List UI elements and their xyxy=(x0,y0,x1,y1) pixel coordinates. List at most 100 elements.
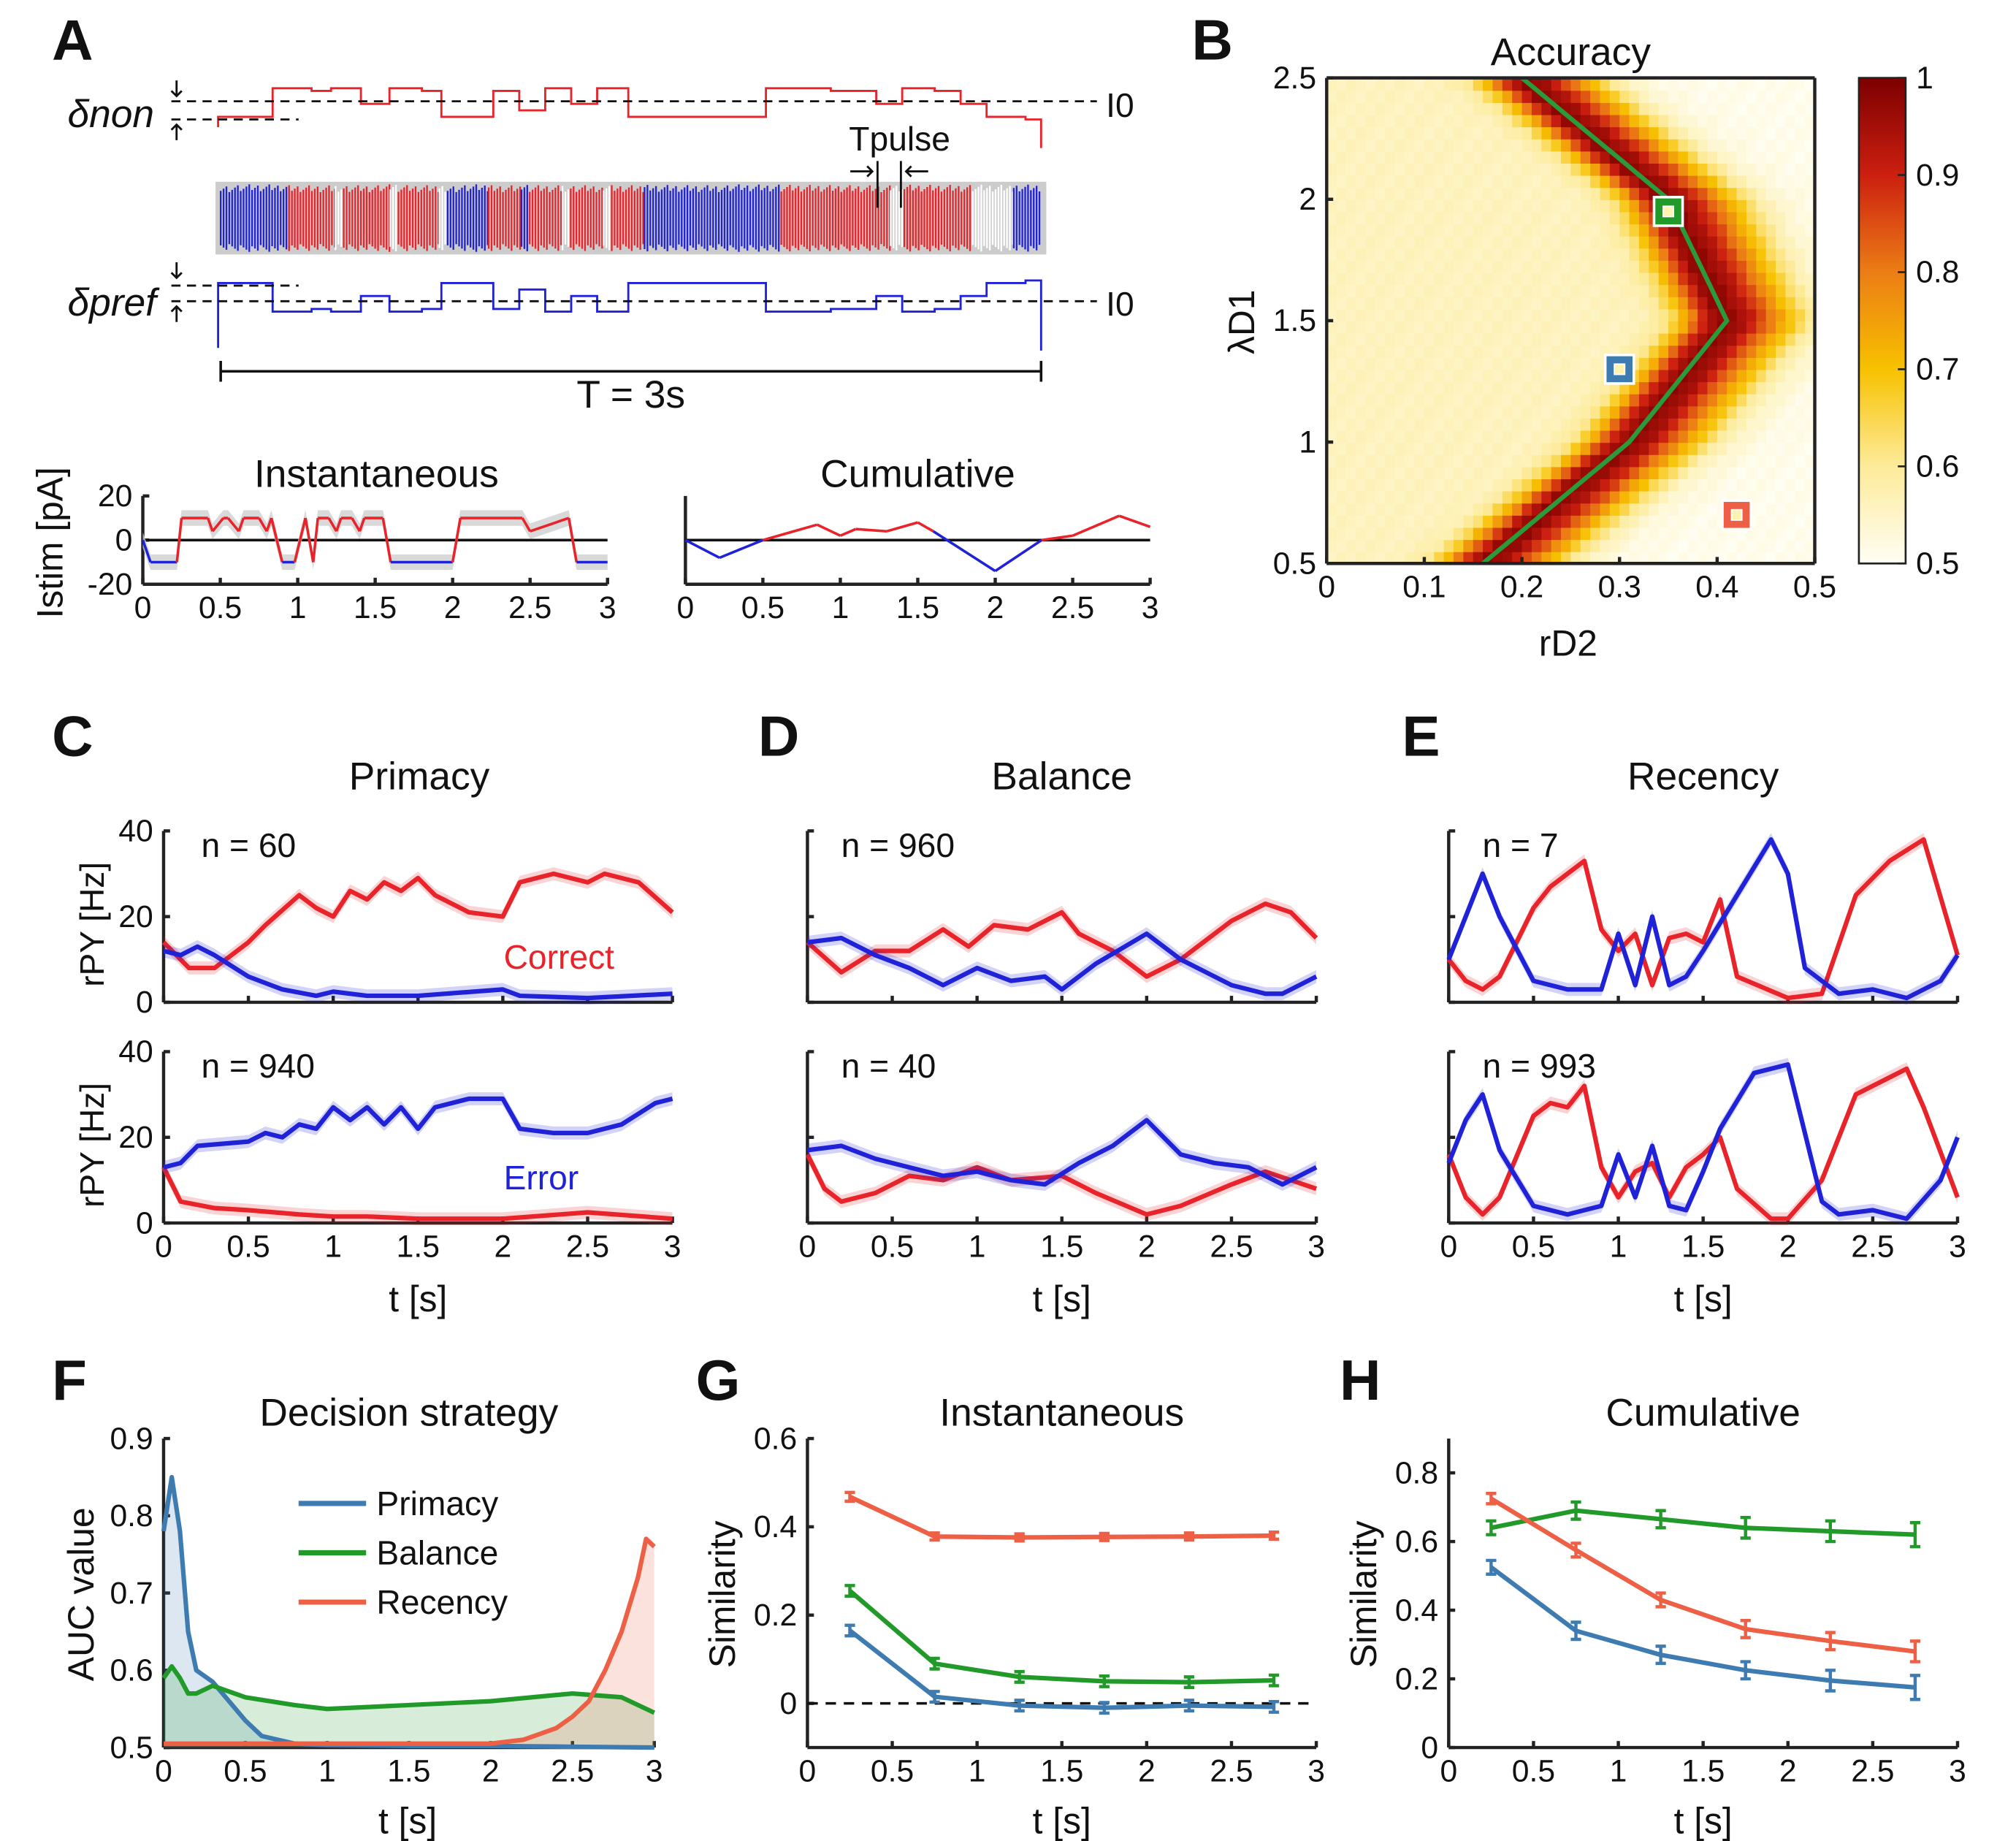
heatmap-cell xyxy=(1717,114,1728,128)
heatmap-cell xyxy=(1590,114,1601,128)
heatmap-cell xyxy=(1326,357,1337,370)
heatmap-cell xyxy=(1405,503,1416,516)
heatmap-cell xyxy=(1765,259,1777,273)
heatmap-cell xyxy=(1414,308,1425,322)
heatmap-cell xyxy=(1746,235,1757,249)
heatmap-cell xyxy=(1414,430,1425,443)
heatmap-cell xyxy=(1649,90,1660,103)
heatmap-cell xyxy=(1609,527,1621,541)
heatmap-cell xyxy=(1590,345,1601,358)
heatmap-cell xyxy=(1521,114,1533,128)
heatmap-cell xyxy=(1375,248,1386,261)
heatmap-cell xyxy=(1483,272,1494,286)
stimulus-segment xyxy=(211,517,225,533)
heatmap-cell xyxy=(1678,514,1689,528)
heatmap-cell xyxy=(1717,272,1728,286)
heatmap-cell xyxy=(1394,490,1406,504)
heatmap-cell xyxy=(1483,405,1494,419)
heatmap-cell xyxy=(1394,393,1406,407)
heatmap-cell xyxy=(1746,114,1757,128)
heatmap-cell xyxy=(1336,332,1348,346)
heatmap-cell xyxy=(1492,417,1503,431)
heatmap-cell xyxy=(1326,393,1337,407)
heatmap-cell xyxy=(1570,332,1581,346)
heatmap-cell xyxy=(1658,442,1670,455)
heatmap-cell xyxy=(1356,77,1367,91)
heatmap-cell xyxy=(1765,248,1777,261)
heatmap-cell xyxy=(1736,224,1748,237)
heatmap-cell xyxy=(1473,77,1484,91)
heatmap-cell xyxy=(1521,102,1533,115)
heatmap-cell xyxy=(1473,417,1484,431)
x-tick-label: 1 xyxy=(832,590,849,625)
heatmap-cell xyxy=(1658,308,1670,322)
heatmap-cell xyxy=(1805,345,1816,358)
heatmap-cell xyxy=(1600,527,1611,541)
heatmap-cell xyxy=(1727,381,1738,394)
heatmap-cell xyxy=(1570,138,1581,152)
heatmap-cell xyxy=(1561,405,1572,419)
heatmap-cell xyxy=(1473,527,1484,541)
heatmap-cell xyxy=(1346,248,1357,261)
heatmap-cell xyxy=(1375,308,1386,322)
heatmap-cell xyxy=(1580,284,1592,297)
heatmap-cell xyxy=(1346,126,1357,140)
heatmap-cell xyxy=(1541,442,1552,455)
heatmap-cell xyxy=(1580,162,1592,176)
heatmap-cell xyxy=(1638,296,1650,310)
heatmap-cell xyxy=(1698,405,1708,419)
heatmap-cell xyxy=(1336,527,1348,541)
heatmap-cell xyxy=(1727,175,1738,188)
heatmap-cell xyxy=(1405,162,1416,176)
heatmap-cell xyxy=(1570,490,1581,504)
heatmap-cell xyxy=(1473,284,1484,297)
heatmap-cell xyxy=(1785,478,1796,492)
heatmap-cell xyxy=(1727,332,1738,346)
heatmap-cell xyxy=(1375,211,1386,225)
heatmap-cell xyxy=(1502,514,1513,528)
heatmap-cell xyxy=(1746,405,1757,419)
heatmap-cell xyxy=(1521,248,1533,261)
heatmap-cell xyxy=(1483,77,1494,91)
correct-label: Correct xyxy=(504,938,615,976)
heatmap-cell xyxy=(1551,90,1562,103)
heatmap-cell xyxy=(1492,369,1503,383)
heatmap-cell xyxy=(1570,357,1581,370)
heatmap-cell xyxy=(1805,150,1816,164)
heatmap-cell xyxy=(1638,138,1650,152)
heatmap-cell xyxy=(1385,332,1396,346)
heatmap-cell xyxy=(1746,90,1757,103)
heatmap-cell xyxy=(1443,539,1455,552)
heatmap-cell xyxy=(1668,296,1679,310)
heatmap-cell xyxy=(1678,454,1689,468)
heatmap-cell xyxy=(1473,369,1484,383)
heatmap-cell xyxy=(1765,175,1777,188)
heatmap-cell xyxy=(1531,466,1543,480)
x-tick-label: 2 xyxy=(482,1753,500,1788)
heatmap-cell xyxy=(1541,417,1552,431)
heatmap-cell xyxy=(1590,539,1601,552)
heatmap-cell xyxy=(1394,284,1406,297)
heatmap-cell xyxy=(1346,551,1357,565)
heatmap-cell xyxy=(1609,187,1621,200)
heatmap-cell xyxy=(1600,272,1611,286)
heatmap-cell xyxy=(1785,102,1796,115)
heatmap-cell xyxy=(1512,90,1523,103)
heatmap-cell xyxy=(1658,332,1670,346)
heatmap-cell xyxy=(1600,442,1611,455)
heatmap-cell xyxy=(1454,308,1465,322)
heatmap-cell xyxy=(1356,102,1367,115)
heatmap-cell xyxy=(1805,90,1816,103)
heatmap-cell xyxy=(1365,102,1377,115)
heatmap-cell xyxy=(1580,357,1592,370)
heatmap-cell xyxy=(1502,272,1513,286)
heatmap-cell xyxy=(1776,417,1787,431)
heatmap-cell xyxy=(1424,490,1435,504)
y-tick-label: 0.2 xyxy=(754,1598,797,1633)
heatmap-cell xyxy=(1619,138,1630,152)
heatmap-cell xyxy=(1727,126,1738,140)
heatmap-cell xyxy=(1463,490,1474,504)
heatmap-cell xyxy=(1570,284,1581,297)
heatmap-cell xyxy=(1405,454,1416,468)
heatmap-cell xyxy=(1746,357,1757,370)
